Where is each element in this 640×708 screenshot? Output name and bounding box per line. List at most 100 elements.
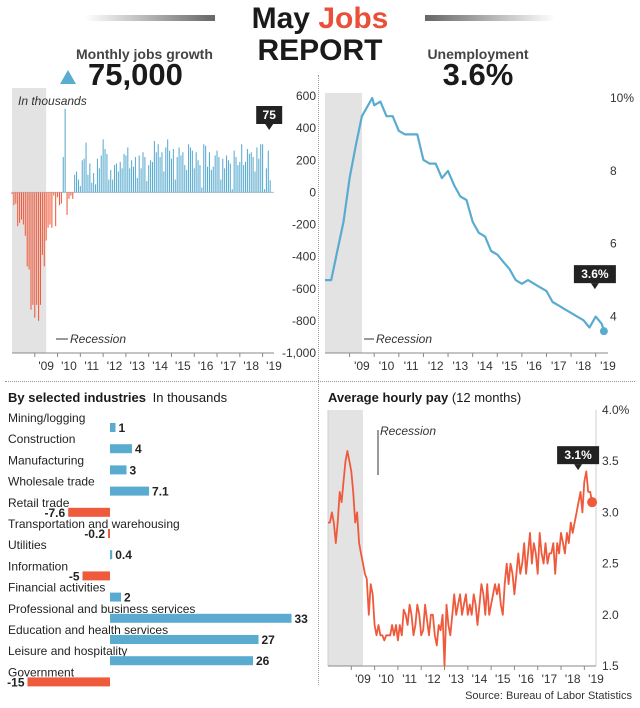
x-tick-label: '12: [428, 359, 444, 373]
jobs-bar: [43, 192, 45, 267]
industry-value-label: -7.6: [45, 506, 66, 520]
jobs-bar: [58, 192, 60, 206]
jobs-bar: [226, 155, 228, 193]
jobs-bar: [34, 192, 36, 318]
jobs-bar: [205, 145, 207, 193]
header-rule-left: [85, 15, 215, 21]
x-tick-label: '16: [198, 359, 214, 373]
jobs-bar: [189, 147, 191, 193]
x-tick-label: '18: [576, 359, 592, 373]
industry-value-label: 4: [135, 442, 142, 456]
jobs-bar: [60, 192, 62, 204]
x-tick-label: '15: [502, 359, 518, 373]
jobs-bar: [134, 157, 136, 193]
jobs-bar: [17, 192, 19, 227]
jobs-bar: [89, 163, 91, 193]
jobs-bar: [157, 144, 159, 193]
jobs-y-tick-label: 400: [296, 121, 316, 135]
jobs-bar: [38, 192, 40, 321]
jobs-bar: [207, 166, 209, 193]
jobs-bar: [153, 141, 155, 193]
jobs-bar: [269, 180, 271, 193]
unemployment-label: Unemployment: [427, 46, 529, 62]
jobs-bar: [131, 160, 133, 193]
jobs-bar: [11, 192, 13, 194]
jobs-bar: [53, 192, 55, 196]
jobs-y-tick-label: -1,000: [282, 346, 316, 360]
jobs-bar: [127, 147, 129, 193]
jobs-bar: [193, 168, 195, 193]
jobs-bar: [74, 174, 76, 193]
jobs-y-tick-label: -800: [292, 314, 316, 328]
pay-y-tick-label: 2.0: [602, 608, 619, 622]
pay-callout-label: 3.1%: [564, 448, 592, 462]
jobs-callout-box: [256, 106, 283, 124]
jobs-bar: [77, 179, 79, 193]
jobs-bar: [49, 192, 51, 225]
hourly-pay-subtitle: (12 months): [451, 390, 522, 405]
jobs-bar: [36, 192, 38, 305]
jobs-bar: [100, 155, 102, 193]
jobs-bar: [161, 152, 163, 193]
jobs-bar: [142, 152, 144, 193]
jobs-bar: [246, 149, 248, 193]
jobs-bar: [62, 157, 64, 193]
jobs-bar: [176, 157, 178, 193]
page-title: May Jobs: [220, 2, 420, 36]
industry-label: Mining/logging: [8, 412, 85, 425]
x-tick-label: '17: [551, 359, 567, 373]
jobs-y-tick-label: 200: [296, 153, 316, 167]
industries-title: By selected industries In thousands: [8, 390, 227, 406]
jobs-bar: [20, 192, 23, 220]
industry-label: Leisure and hospitality: [8, 644, 127, 658]
x-tick-label: '10: [378, 672, 394, 686]
jobs-bar: [222, 158, 224, 193]
jobs-bar: [132, 166, 135, 193]
jobs-bar: [224, 168, 226, 193]
unemp-y-tick-label: 10%: [610, 91, 634, 105]
jobs-bar: [227, 160, 229, 193]
jobs-bar: [248, 153, 250, 193]
x-tick-label: '10: [61, 359, 77, 373]
jobs-bar: [170, 158, 173, 193]
industry-value-label: 33: [295, 612, 309, 626]
jobs-bar: [216, 150, 218, 193]
jobs-bar: [57, 192, 59, 198]
jobs-bar: [66, 192, 68, 215]
x-tick-label: '11: [404, 359, 419, 373]
jobs-y-tick-label: -400: [292, 250, 316, 264]
jobs-bar: [150, 160, 152, 193]
x-tick-label: '16: [518, 672, 534, 686]
jobs-bar: [241, 144, 243, 193]
recession-label: Recession: [376, 332, 432, 346]
jobs-bar: [163, 171, 165, 193]
x-tick-label: '15: [175, 359, 191, 373]
x-tick-label: '18: [565, 672, 581, 686]
jobs-bar: [199, 165, 201, 193]
industries-chart: Mining/logging 1 Construction 4 Manufacturin…: [7, 412, 309, 689]
jobs-bar: [119, 161, 121, 193]
jobs-bar: [104, 149, 106, 193]
industry-value-label: 3: [130, 463, 137, 477]
jobs-bar: [15, 192, 17, 204]
jobs-bar: [117, 171, 119, 193]
jobs-bar: [186, 169, 188, 193]
recession-label: Recession: [70, 332, 126, 346]
x-tick-label: '11: [402, 672, 417, 686]
unemp-y-tick-label: 4: [610, 310, 617, 324]
industry-value-label: 7.1: [152, 485, 169, 499]
jobs-bar: [26, 192, 28, 267]
industry-bar: [110, 592, 121, 602]
jobs-bar: [144, 157, 146, 193]
pay-y-tick-label: 3.5: [602, 454, 619, 468]
jobs-bar: [243, 165, 245, 193]
jobs-y-tick-label: -200: [292, 218, 316, 232]
unemployment-end-dot: [599, 327, 608, 336]
industry-label: Retail trade: [8, 496, 70, 510]
x-tick-label: '19: [588, 672, 604, 686]
jobs-bar: [41, 192, 43, 256]
jobs-bar: [96, 158, 98, 193]
source-note: Source: Bureau of Labor Statistics: [465, 690, 632, 702]
jobs-bar: [239, 161, 241, 193]
jobs-bar: [79, 185, 81, 193]
